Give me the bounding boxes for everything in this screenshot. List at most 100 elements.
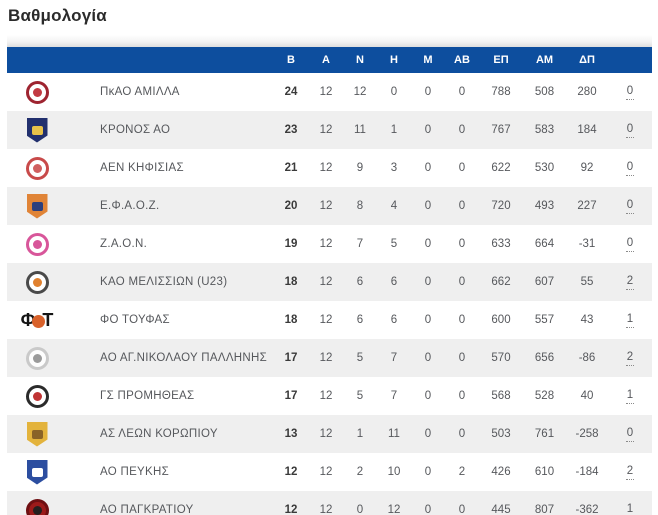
team-name[interactable]: ΑΣ ΛΕΩΝ ΚΟΡΩΠΙΟΥ bbox=[67, 415, 273, 453]
stat-cell-Η: 10 bbox=[377, 453, 411, 491]
stat-cell-ΑΒ: 0 bbox=[445, 73, 479, 111]
team-name[interactable]: ΑΟ ΠΕΥΚΗΣ bbox=[67, 453, 273, 491]
stat-cell-Μ: 0 bbox=[411, 377, 445, 415]
stat-cell-Α: 12 bbox=[309, 187, 343, 225]
stat-cell-ΕΠ: 788 bbox=[479, 73, 523, 111]
standings-table-container: Β Α Ν Η Μ ΑΒ ΕΠ ΑΜ ΔΠ ΠκΑΟ ΑΜΙΛΛΑ 24 12 12 0 0 0 788 508… bbox=[7, 35, 652, 515]
stat-cell-Α: 12 bbox=[309, 301, 343, 339]
stat-cell-ΔΠ: 40 bbox=[566, 377, 608, 415]
table-row: Ζ.Α.Ο.Ν. 19 12 7 5 0 0 633 664 -31 0 bbox=[7, 225, 652, 263]
stat-cell-ΕΠ: 633 bbox=[479, 225, 523, 263]
stat-cell-Β: 19 bbox=[273, 225, 309, 263]
note-value[interactable]: 0 bbox=[625, 85, 635, 100]
stat-cell-ΑΜ: 493 bbox=[523, 187, 566, 225]
standings-table-body: ΠκΑΟ ΑΜΙΛΛΑ 24 12 12 0 0 0 788 508 280 0 ΚΡΟΝΟΣ ΑΟ 2… bbox=[7, 73, 652, 515]
note-value[interactable]: 1 bbox=[626, 503, 634, 515]
stat-cell-ΕΠ: 767 bbox=[479, 111, 523, 149]
stat-cell-Α: 12 bbox=[309, 263, 343, 301]
stat-cell-ΕΠ: 600 bbox=[479, 301, 523, 339]
stat-cell-Α: 12 bbox=[309, 225, 343, 263]
team-logo-cell bbox=[7, 149, 67, 187]
stat-cell-ΑΜ: 528 bbox=[523, 377, 566, 415]
team-name[interactable]: ΑΟ ΠΑΓΚΡΑΤΙΟΥ bbox=[67, 491, 273, 515]
stat-cell-Η: 5 bbox=[377, 225, 411, 263]
stat-cell-ΔΠ: -258 bbox=[566, 415, 608, 453]
note-value[interactable]: 0 bbox=[625, 123, 635, 138]
note-value[interactable]: 1 bbox=[625, 313, 635, 328]
team-logo-cell bbox=[7, 339, 67, 377]
team-logo-cell bbox=[7, 415, 67, 453]
team-name[interactable]: Ζ.Α.Ο.Ν. bbox=[67, 225, 273, 263]
header-col-Α: Α bbox=[309, 47, 343, 73]
note-value[interactable]: 2 bbox=[625, 351, 635, 366]
team-logo-cell bbox=[7, 491, 67, 515]
table-row: Ε.Φ.Α.Ο.Ζ. 20 12 8 4 0 0 720 493 227 0 bbox=[7, 187, 652, 225]
team-name[interactable]: Ε.Φ.Α.Ο.Ζ. bbox=[67, 187, 273, 225]
stat-cell-Α: 12 bbox=[309, 415, 343, 453]
team-name[interactable]: ΚΡΟΝΟΣ ΑΟ bbox=[67, 111, 273, 149]
stat-cell-ΔΠ: 92 bbox=[566, 149, 608, 187]
stat-cell-ΕΠ: 570 bbox=[479, 339, 523, 377]
stat-cell-Η: 7 bbox=[377, 339, 411, 377]
team-name[interactable]: ΚΑΟ ΜΕΛΙΣΣΙΩΝ (U23) bbox=[67, 263, 273, 301]
team-name[interactable]: ΦΟ ΤΟΥΦΑΣ bbox=[67, 301, 273, 339]
stat-cell-ΑΜ: 607 bbox=[523, 263, 566, 301]
notes-cell: 2 bbox=[608, 263, 652, 301]
stat-cell-Ν: 6 bbox=[343, 263, 377, 301]
stat-cell-Μ: 0 bbox=[411, 301, 445, 339]
header-col-ΔΠ: ΔΠ bbox=[566, 47, 608, 73]
stat-cell-Μ: 0 bbox=[411, 415, 445, 453]
stat-cell-ΕΠ: 503 bbox=[479, 415, 523, 453]
stat-cell-ΔΠ: 55 bbox=[566, 263, 608, 301]
header-col-Β: Β bbox=[273, 47, 309, 73]
stat-cell-Η: 4 bbox=[377, 187, 411, 225]
note-value[interactable]: 0 bbox=[625, 237, 635, 252]
stat-cell-ΕΠ: 720 bbox=[479, 187, 523, 225]
stat-cell-Μ: 0 bbox=[411, 453, 445, 491]
notes-cell: 2 bbox=[608, 339, 652, 377]
note-value[interactable]: 0 bbox=[625, 199, 635, 214]
stat-cell-ΑΒ: 0 bbox=[445, 187, 479, 225]
stat-cell-ΑΜ: 530 bbox=[523, 149, 566, 187]
stat-cell-Μ: 0 bbox=[411, 111, 445, 149]
stat-cell-Μ: 0 bbox=[411, 339, 445, 377]
note-value[interactable]: 0 bbox=[625, 427, 635, 442]
table-row: ΑΟ ΑΓ.ΝΙΚΟΛΑΟΥ ΠΑΛΛΗΝΗΣ 17 12 5 7 0 0 570 656 -86… bbox=[7, 339, 652, 377]
stat-cell-ΑΒ: 2 bbox=[445, 453, 479, 491]
notes-cell: 0 bbox=[608, 149, 652, 187]
stat-cell-Β: 23 bbox=[273, 111, 309, 149]
stat-cell-Β: 12 bbox=[273, 453, 309, 491]
header-col-ΑΜ: ΑΜ bbox=[523, 47, 566, 73]
note-value[interactable]: 0 bbox=[625, 161, 635, 176]
stat-cell-Ν: 6 bbox=[343, 301, 377, 339]
stat-cell-ΕΠ: 426 bbox=[479, 453, 523, 491]
stat-cell-Ν: 9 bbox=[343, 149, 377, 187]
team-name[interactable]: ΓΣ ΠΡΟΜΗΘΕΑΣ bbox=[67, 377, 273, 415]
table-row: ΑΟ ΠΕΥΚΗΣ 12 12 2 10 0 2 426 610 -184 2 bbox=[7, 453, 652, 491]
note-value[interactable]: 1 bbox=[625, 389, 635, 404]
notes-cell: 0 bbox=[608, 73, 652, 111]
stat-cell-Μ: 0 bbox=[411, 187, 445, 225]
stat-cell-Α: 12 bbox=[309, 111, 343, 149]
team-name[interactable]: ΑΟ ΑΓ.ΝΙΚΟΛΑΟΥ ΠΑΛΛΗΝΗΣ bbox=[67, 339, 273, 377]
stat-cell-ΔΠ: 184 bbox=[566, 111, 608, 149]
team-name[interactable]: ΠκΑΟ ΑΜΙΛΛΑ bbox=[67, 73, 273, 111]
note-value[interactable]: 2 bbox=[625, 465, 635, 480]
stat-cell-ΕΠ: 662 bbox=[479, 263, 523, 301]
header-col-ΕΠ: ΕΠ bbox=[479, 47, 523, 73]
team-logo-cell bbox=[7, 377, 67, 415]
note-value[interactable]: 2 bbox=[625, 275, 635, 290]
stat-cell-ΑΒ: 0 bbox=[445, 263, 479, 301]
table-row: Φ Τ ΦΟ ΤΟΥΦΑΣ 18 12 6 6 0 0 600 557 43 1 bbox=[7, 301, 652, 339]
stat-cell-ΑΒ: 0 bbox=[445, 225, 479, 263]
stat-cell-Ν: 5 bbox=[343, 339, 377, 377]
team-name[interactable]: ΑΕΝ ΚΗΦΙΣΙΑΣ bbox=[67, 149, 273, 187]
stat-cell-Μ: 0 bbox=[411, 491, 445, 515]
stat-cell-ΔΠ: 280 bbox=[566, 73, 608, 111]
team-logo bbox=[25, 270, 49, 294]
stat-cell-Ν: 0 bbox=[343, 491, 377, 515]
team-logo-cell bbox=[7, 453, 67, 491]
header-col-Η: Η bbox=[377, 47, 411, 73]
header-logo-column bbox=[7, 47, 67, 73]
table-row: ΚΡΟΝΟΣ ΑΟ 23 12 11 1 0 0 767 583 184 0 bbox=[7, 111, 652, 149]
